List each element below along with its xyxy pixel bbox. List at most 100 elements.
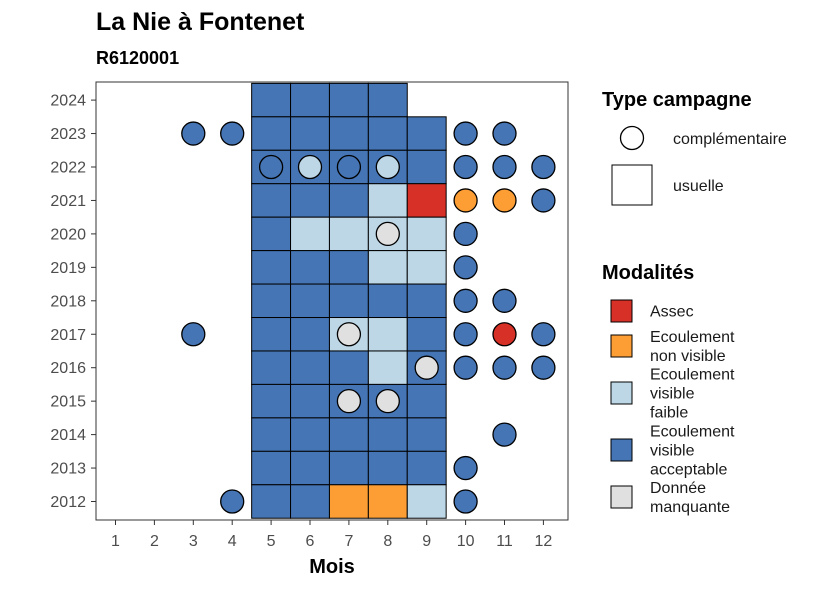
y-tick-label-2018: 2018 xyxy=(50,293,86,310)
point-2021-11 xyxy=(492,188,517,213)
chart-title: La Nie à Fontenet xyxy=(96,8,305,36)
tile-2013-5 xyxy=(251,450,292,486)
tile-2023-5 xyxy=(251,116,292,151)
tile-2017-5 xyxy=(251,317,292,352)
x-axis: 1 2 3 4 5 6 7 8 9 10 11 12 xyxy=(111,520,552,550)
legend-label-2-0: Ecoulement xyxy=(650,367,735,384)
tile-2016-6 xyxy=(290,350,330,385)
tile-2022-9 xyxy=(406,149,447,185)
legend-key-0 xyxy=(610,299,633,323)
x-tick-label-6: 6 xyxy=(306,533,315,550)
tile-2023-7 xyxy=(328,116,369,151)
x-tick-label-4: 4 xyxy=(228,533,237,550)
tile-2021-8 xyxy=(367,183,408,218)
x-tick-label-10: 10 xyxy=(457,533,475,550)
tile-2021-7 xyxy=(328,183,369,218)
point-2021-12 xyxy=(531,188,556,213)
y-tick-label-2024: 2024 xyxy=(50,93,86,110)
tile-2023-9 xyxy=(406,116,447,151)
point-2021-10 xyxy=(453,188,478,213)
point-2023-11 xyxy=(492,121,517,146)
tile-2015-5 xyxy=(251,383,292,419)
point-2015-7 xyxy=(336,388,362,414)
y-tick-label-2021: 2021 xyxy=(50,193,86,210)
point-2016-12 xyxy=(531,355,556,380)
tile-2014-5 xyxy=(251,417,292,452)
point-2015-8 xyxy=(375,388,400,414)
legend-key-4 xyxy=(610,485,633,509)
tile-2012-7 xyxy=(328,484,369,519)
tile-layer xyxy=(251,82,447,519)
tile-2020-5 xyxy=(251,216,292,252)
legend-type-campagne: Type campagne complémentaire usuelle xyxy=(602,89,787,206)
tile-2023-6 xyxy=(290,116,330,151)
tile-2019-8 xyxy=(367,250,408,285)
y-tick-label-2023: 2023 xyxy=(50,126,86,143)
x-axis-title: Mois xyxy=(309,556,355,578)
tile-2018-5 xyxy=(251,283,292,319)
legend-type-title: Type campagne xyxy=(602,89,752,111)
tile-2019-6 xyxy=(290,250,330,285)
legend-label-3-1: visible xyxy=(650,443,695,460)
legend-type-label-complementaire: complémentaire xyxy=(673,131,787,148)
legend-circle-icon xyxy=(619,125,645,151)
tile-2013-9 xyxy=(406,450,447,486)
y-axis: 2012 2013 2014 2015 2016 2017 2018 2019 2020 2021… xyxy=(50,93,96,511)
tile-2019-5 xyxy=(251,250,292,285)
point-2023-3 xyxy=(181,121,206,146)
tile-2013-6 xyxy=(290,450,330,486)
tile-2014-6 xyxy=(290,417,330,452)
point-2023-4 xyxy=(220,121,245,146)
tile-2017-6 xyxy=(290,317,330,352)
tile-2024-8 xyxy=(367,82,408,118)
tile-2013-8 xyxy=(367,450,408,486)
legend-label-3-2: acceptable xyxy=(650,462,727,479)
point-2016-9 xyxy=(414,355,439,380)
y-tick-label-2019: 2019 xyxy=(50,260,86,277)
tile-2024-5 xyxy=(251,82,292,118)
tile-2013-7 xyxy=(328,450,369,486)
tile-2024-7 xyxy=(328,82,369,118)
y-tick-label-2014: 2014 xyxy=(50,427,86,444)
tile-2016-8 xyxy=(367,350,408,385)
legend-type-label-usuelle: usuelle xyxy=(673,178,724,195)
point-2019-10 xyxy=(453,255,478,280)
tile-2016-5 xyxy=(251,350,292,385)
legend-label-1-0: Ecoulement xyxy=(650,329,735,346)
point-2014-11 xyxy=(492,422,517,447)
point-2016-10 xyxy=(453,355,478,380)
tile-2019-9 xyxy=(406,250,447,285)
point-2022-10 xyxy=(453,154,478,180)
legend-label-4-1: manquante xyxy=(650,499,730,516)
tile-2014-7 xyxy=(328,417,369,452)
x-tick-label-11: 11 xyxy=(496,533,513,550)
tile-2012-6 xyxy=(290,484,330,519)
legend-key-1 xyxy=(610,334,633,358)
tile-2021-9 xyxy=(406,183,447,218)
x-tick-label-8: 8 xyxy=(383,533,392,550)
point-2017-11 xyxy=(492,322,517,347)
point-2018-10 xyxy=(453,288,478,313)
x-tick-label-3: 3 xyxy=(189,533,198,550)
legend-key-2 xyxy=(610,381,633,405)
legend-label-4-0: Donnée xyxy=(650,480,706,497)
point-2012-10 xyxy=(453,489,478,514)
tile-2018-8 xyxy=(367,283,408,319)
tile-2018-6 xyxy=(290,283,330,319)
tile-2017-9 xyxy=(406,317,447,352)
legend-modalites: Modalités Assec Ecoulement non visible Ecoul… xyxy=(602,262,735,516)
chart-subtitle: R6120001 xyxy=(96,48,179,68)
point-2012-4 xyxy=(220,489,245,514)
legend-label-2-2: faible xyxy=(650,405,688,422)
point-2022-7 xyxy=(336,154,362,180)
tile-2014-9 xyxy=(406,417,447,452)
point-2017-10 xyxy=(453,322,478,347)
y-tick-label-2022: 2022 xyxy=(50,160,86,177)
point-2017-3 xyxy=(181,322,206,347)
point-2023-10 xyxy=(453,121,478,146)
point-2017-7 xyxy=(336,322,362,347)
y-tick-label-2016: 2016 xyxy=(50,360,86,377)
legend-label-1-1: non visible xyxy=(650,348,726,365)
tile-2015-9 xyxy=(406,383,447,419)
tile-2021-5 xyxy=(251,183,292,218)
